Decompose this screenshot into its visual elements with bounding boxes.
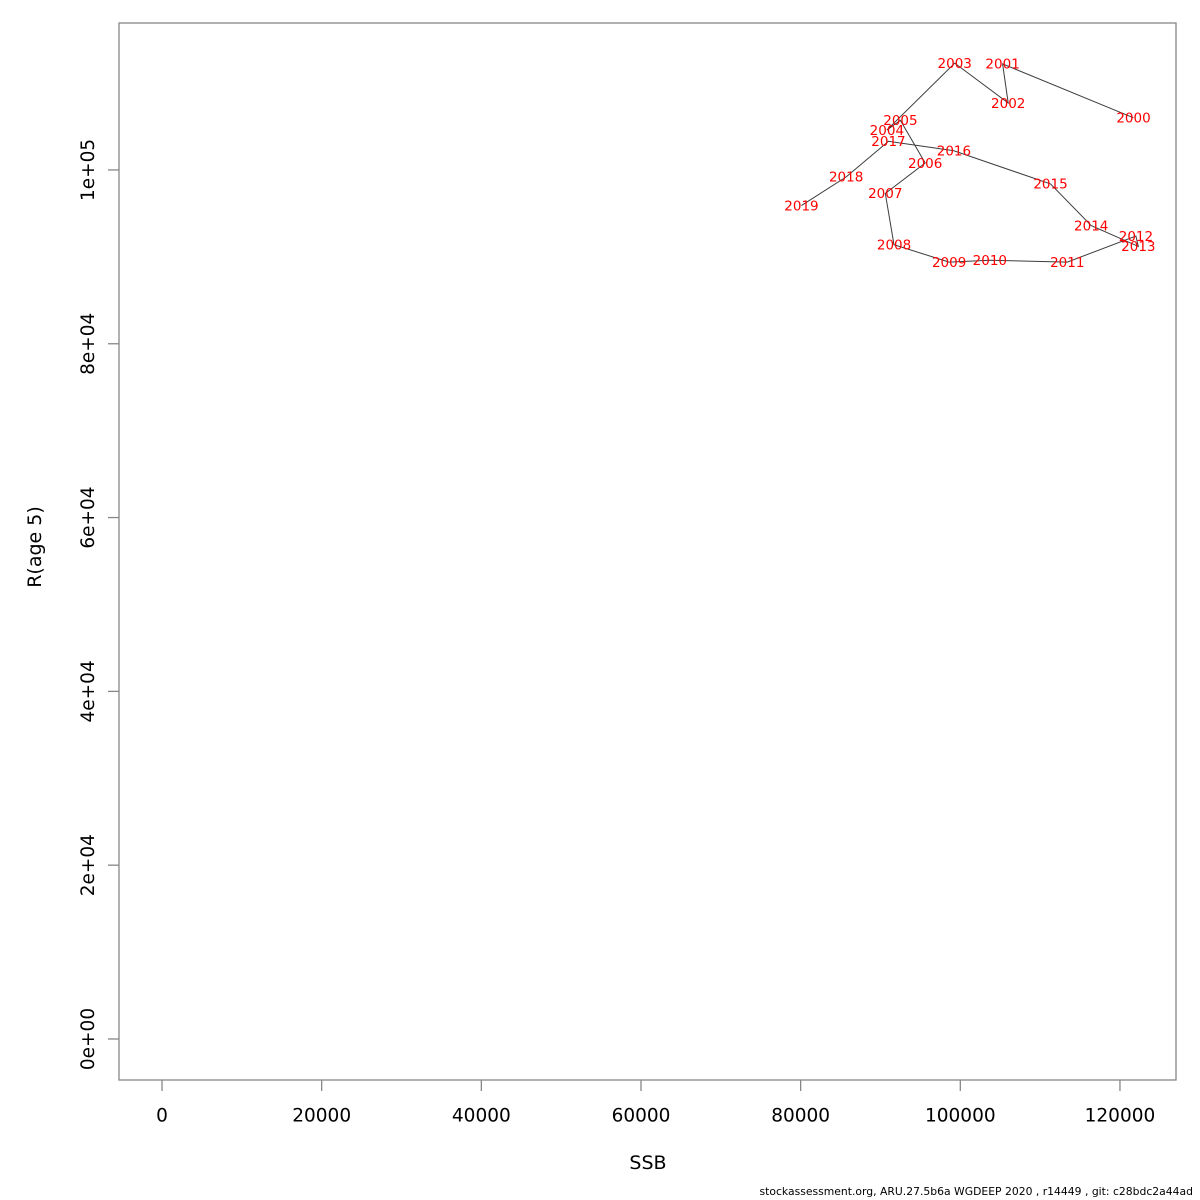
x-axis-tick-label: 80000 <box>771 1106 830 1127</box>
x-axis-tick-label: 120000 <box>1085 1106 1156 1127</box>
year-label-2018: 2018 <box>829 170 863 186</box>
year-label-2010: 2010 <box>973 253 1007 269</box>
year-label-2011: 2011 <box>1050 255 1084 271</box>
x-axis-title: SSB <box>629 1152 666 1174</box>
year-label-2007: 2007 <box>868 186 902 202</box>
plot-box <box>118 22 1177 1081</box>
year-label-2002: 2002 <box>991 96 1025 112</box>
x-axis-tick-label: 60000 <box>612 1106 671 1127</box>
y-axis-tick-label: 8e+04 <box>78 313 99 375</box>
year-label-2012: 2012 <box>1119 229 1153 245</box>
year-label-2013: 2013 <box>1121 239 1155 255</box>
x-axis-tick-label: 0 <box>156 1106 168 1127</box>
year-label-2005: 2005 <box>883 113 917 129</box>
year-label-2004: 2004 <box>870 123 904 139</box>
year-label-2003: 2003 <box>938 56 972 72</box>
year-label-2000: 2000 <box>1116 111 1150 127</box>
year-label-2015: 2015 <box>1033 177 1067 193</box>
year-label-2016: 2016 <box>937 144 971 160</box>
y-axis-tick-label: 2e+04 <box>78 834 99 896</box>
footer-caption: stockassessment.org, ARU.27.5b6a WGDEEP … <box>759 1185 1193 1198</box>
year-label-2006: 2006 <box>908 156 942 172</box>
year-label-2014: 2014 <box>1074 218 1108 234</box>
year-label-2009: 2009 <box>932 255 966 271</box>
x-axis-tick-label: 20000 <box>292 1106 351 1127</box>
y-axis-title: R(age 5) <box>24 506 46 588</box>
year-label-2001: 2001 <box>985 57 1019 73</box>
recruitment-ssb-path <box>801 62 1140 263</box>
x-axis-tick-label: 100000 <box>925 1106 996 1127</box>
year-label-2017: 2017 <box>871 134 905 150</box>
y-axis-tick-label: 6e+04 <box>78 486 99 548</box>
x-axis-tick-label: 40000 <box>452 1106 511 1127</box>
y-axis-tick-label: 0e+00 <box>78 1008 99 1070</box>
y-axis-tick-label: 4e+04 <box>78 660 99 722</box>
year-label-2008: 2008 <box>877 237 911 253</box>
y-axis-tick-label: 1e+05 <box>78 139 99 201</box>
year-label-2019: 2019 <box>784 198 818 214</box>
